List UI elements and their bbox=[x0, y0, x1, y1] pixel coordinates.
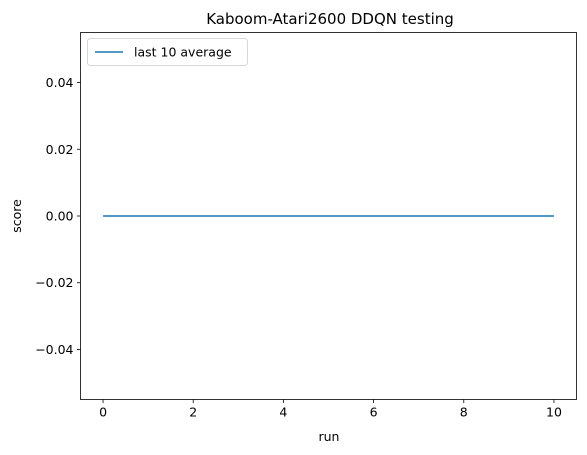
plot-frame bbox=[80, 32, 577, 400]
x-tick-label: 4 bbox=[279, 405, 287, 420]
y-tick-label: 0.00 bbox=[46, 209, 74, 224]
y-axis-label: score bbox=[9, 199, 24, 233]
legend: last 10 average bbox=[87, 38, 248, 66]
x-tick-label: 10 bbox=[546, 405, 562, 420]
x-tick-label: 0 bbox=[99, 405, 107, 420]
chart-title: Kaboom-Atari2600 DDQN testing bbox=[206, 10, 454, 28]
legend-label: last 10 average bbox=[134, 45, 232, 60]
x-tick-label: 8 bbox=[460, 405, 468, 420]
y-tick-label: −0.02 bbox=[35, 275, 73, 290]
legend-box bbox=[87, 38, 248, 66]
y-axis-ticks: −0.04 −0.02 0.00 0.02 0.04 bbox=[35, 75, 81, 357]
y-tick-label: 0.02 bbox=[46, 142, 74, 157]
y-tick-label: 0.04 bbox=[46, 75, 74, 90]
x-axis-label: run bbox=[319, 429, 340, 444]
x-axis-ticks: 0 2 4 6 8 10 bbox=[99, 399, 562, 420]
x-tick-label: 6 bbox=[370, 405, 378, 420]
x-tick-label: 2 bbox=[189, 405, 197, 420]
y-tick-label: −0.04 bbox=[35, 342, 73, 357]
